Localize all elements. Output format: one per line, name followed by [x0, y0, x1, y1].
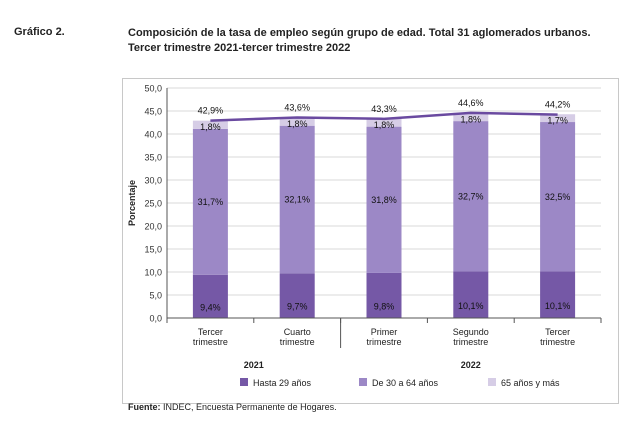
- data-label-total: 43,6%: [284, 102, 310, 112]
- bar-segment-65-mas: [540, 114, 576, 123]
- x-category-label: Primer: [371, 327, 398, 337]
- source-label: Fuente:: [128, 402, 161, 412]
- legend-30-64-label: De 30 a 64 años: [372, 378, 439, 388]
- x-category-label: trimestre: [453, 337, 488, 347]
- data-label-total: 43,3%: [371, 104, 397, 114]
- bar-segment-30-64: [453, 121, 489, 272]
- y-tick-label: 10,0: [144, 268, 162, 278]
- source-text: INDEC, Encuesta Permanente de Hogares.: [160, 402, 337, 412]
- chart: 0,0 5,0 10,0 15,0 20,0 25,0 30,0 35,0 40,0 45,0 50…: [127, 84, 602, 388]
- bar-segment-hasta-29: [192, 274, 228, 318]
- y-tick-label: 35,0: [144, 153, 162, 163]
- source-note: Fuente: INDEC, Encuesta Permanente de Ho…: [128, 402, 337, 412]
- chart-frame: 0,0 5,0 10,0 15,0 20,0 25,0 30,0 35,0 40,0 45,0 50…: [122, 78, 619, 404]
- data-label-hasta-29: 10,1%: [545, 301, 571, 311]
- x-category-label: trimestre: [366, 337, 401, 347]
- data-label-30-64: 32,1%: [284, 195, 310, 205]
- data-label-30-64: 31,8%: [371, 195, 397, 205]
- data-label-30-64: 32,7%: [458, 191, 484, 201]
- bar-segment-hasta-29: [540, 271, 576, 318]
- bar-segment-30-64: [279, 125, 315, 274]
- title-line-2: Tercer trimestre 2021-tercer trimestre 2…: [128, 42, 351, 54]
- title-line-1: Composición de la tasa de empleo según g…: [128, 27, 591, 39]
- data-label-65-mas: 1,8%: [374, 120, 395, 130]
- bar-segment-30-64: [540, 122, 576, 272]
- y-tick-label: 5,0: [149, 291, 162, 301]
- year-group-label: 2021: [244, 360, 264, 370]
- bar-segment-65-mas: [366, 118, 402, 127]
- data-label-total: 44,2%: [545, 100, 571, 110]
- bar-segment-30-64: [192, 128, 228, 275]
- bar-segment-30-64: [366, 126, 402, 273]
- bar-segment-hasta-29: [453, 271, 489, 318]
- x-category-label: Tercer: [545, 327, 570, 337]
- bar-segment-65-mas: [453, 112, 489, 122]
- y-tick-label: 30,0: [144, 176, 162, 186]
- x-category-label: Tercer: [198, 327, 223, 337]
- y-tick-label: 45,0: [144, 107, 162, 117]
- data-label-hasta-29: 9,4%: [200, 302, 221, 312]
- y-tick-label: 0,0: [149, 314, 162, 324]
- y-tick-label: 15,0: [144, 245, 162, 255]
- bar-segment-hasta-29: [279, 273, 315, 318]
- legend-hasta-29-label: Hasta 29 años: [253, 378, 312, 388]
- figure-label: Gráfico 2.: [14, 26, 65, 38]
- x-category-label: trimestre: [193, 337, 228, 347]
- x-category-label: trimestre: [280, 337, 315, 347]
- data-label-total: 42,9%: [198, 106, 224, 116]
- data-label-65-mas: 1,7%: [547, 116, 568, 126]
- legend-30-64-swatch: [359, 378, 367, 386]
- data-label-65-mas: 1,8%: [287, 119, 308, 129]
- data-label-hasta-29: 9,8%: [374, 301, 395, 311]
- data-label-30-64: 31,7%: [198, 197, 224, 207]
- bar-segment-hasta-29: [366, 272, 402, 318]
- x-category-label: Cuarto: [284, 327, 311, 337]
- data-label-65-mas: 1,8%: [461, 114, 482, 124]
- y-tick-label: 50,0: [144, 84, 162, 94]
- data-label-hasta-29: 10,1%: [458, 301, 484, 311]
- x-category-label: trimestre: [540, 337, 575, 347]
- bar-segment-65-mas: [279, 117, 315, 126]
- data-label-hasta-29: 9,7%: [287, 302, 308, 312]
- legend-65-mas-label: 65 años y más: [501, 378, 560, 388]
- legend-hasta-29-swatch: [240, 378, 248, 386]
- data-label-total: 44,6%: [458, 98, 484, 108]
- year-group-label: 2022: [461, 360, 481, 370]
- data-label-65-mas: 1,8%: [200, 122, 221, 132]
- y-tick-label: 25,0: [144, 199, 162, 209]
- y-tick-label: 40,0: [144, 130, 162, 140]
- data-label-30-64: 32,5%: [545, 192, 571, 202]
- chart-title: Composición de la tasa de empleo según g…: [128, 26, 591, 56]
- x-category-label: Segundo: [453, 327, 489, 337]
- bar-segment-65-mas: [192, 120, 228, 129]
- y-tick-label: 20,0: [144, 222, 162, 232]
- y-axis-title: Porcentaje: [127, 180, 137, 226]
- total-line: [210, 111, 558, 122]
- legend-65-mas-swatch: [488, 378, 496, 386]
